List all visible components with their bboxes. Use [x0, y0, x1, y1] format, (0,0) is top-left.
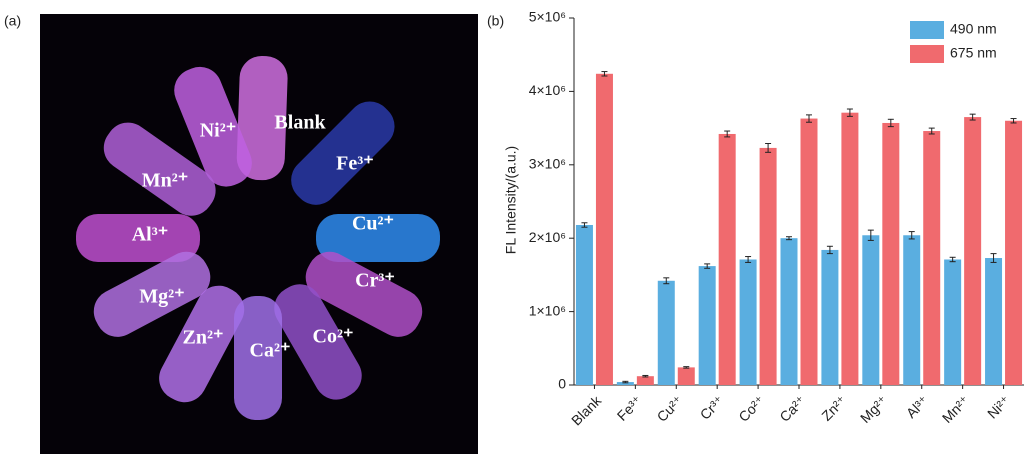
x-tick-label: Cu²⁺	[654, 392, 686, 424]
x-tick-label: Ni²⁺	[984, 392, 1013, 421]
bar	[699, 266, 716, 385]
bar	[678, 367, 695, 385]
x-tick-label: Ca²⁺	[776, 392, 808, 424]
legend-label: 675 nm	[950, 45, 997, 61]
bar	[944, 259, 961, 385]
bar	[964, 117, 981, 385]
y-tick-label: 2×10⁶	[529, 229, 566, 245]
tube-label: Al³⁺	[132, 224, 169, 246]
bar	[841, 113, 858, 385]
tube-label: Co²⁺	[313, 326, 354, 348]
x-tick-label: Mn²⁺	[939, 392, 973, 426]
x-tick-label: Mg²⁺	[857, 392, 891, 426]
legend-swatch	[910, 45, 944, 63]
tube-label: Ca²⁺	[250, 340, 291, 362]
panel-label: (a)	[4, 13, 21, 29]
bar	[821, 250, 838, 385]
bar	[576, 225, 593, 385]
y-tick-label: 3×10⁶	[529, 156, 566, 172]
y-axis-label: FL Intensity/(a.u.)	[503, 146, 519, 254]
tube-label: Mg²⁺	[139, 286, 184, 308]
bar	[760, 148, 777, 385]
bar	[1005, 121, 1022, 385]
bar	[985, 258, 1002, 385]
tube-label: Ni²⁺	[200, 120, 237, 142]
tube-label: Blank	[274, 112, 326, 134]
bar	[801, 119, 818, 385]
tube-label: Mn²⁺	[142, 170, 189, 192]
x-tick-label: Fe³⁺	[614, 392, 645, 423]
panel-label: (b)	[487, 13, 504, 29]
tube-label: Cu²⁺	[352, 213, 394, 235]
x-tick-label: Cr³⁺	[697, 392, 727, 422]
bar	[862, 235, 879, 385]
y-tick-label: 1×10⁶	[529, 302, 566, 318]
y-tick-label: 0	[558, 376, 566, 392]
bar	[923, 131, 940, 385]
bar	[740, 259, 757, 385]
tube-label: Fe³⁺	[336, 153, 374, 175]
bar	[882, 123, 899, 385]
y-tick-label: 5×10⁶	[529, 9, 566, 25]
y-tick-label: 4×10⁶	[529, 82, 566, 98]
tube-label: Zn²⁺	[182, 327, 223, 349]
bar	[781, 238, 798, 385]
legend-swatch	[910, 21, 944, 39]
tube-label: Cr³⁺	[355, 270, 395, 292]
bar	[596, 74, 613, 385]
bar	[658, 281, 675, 385]
figure: (a) (b) FL Intensity/(a.u.) Blank Ni²⁺ Fe³…	[0, 0, 1026, 454]
x-tick-label: Co²⁺	[735, 392, 767, 424]
x-tick-label: Zn²⁺	[818, 392, 849, 423]
bar	[719, 134, 736, 385]
x-tick-label: Al³⁺	[903, 392, 932, 421]
bar	[637, 376, 654, 385]
x-tick-label: Blank	[568, 392, 605, 429]
legend-label: 490 nm	[950, 21, 997, 37]
bar	[903, 235, 920, 385]
